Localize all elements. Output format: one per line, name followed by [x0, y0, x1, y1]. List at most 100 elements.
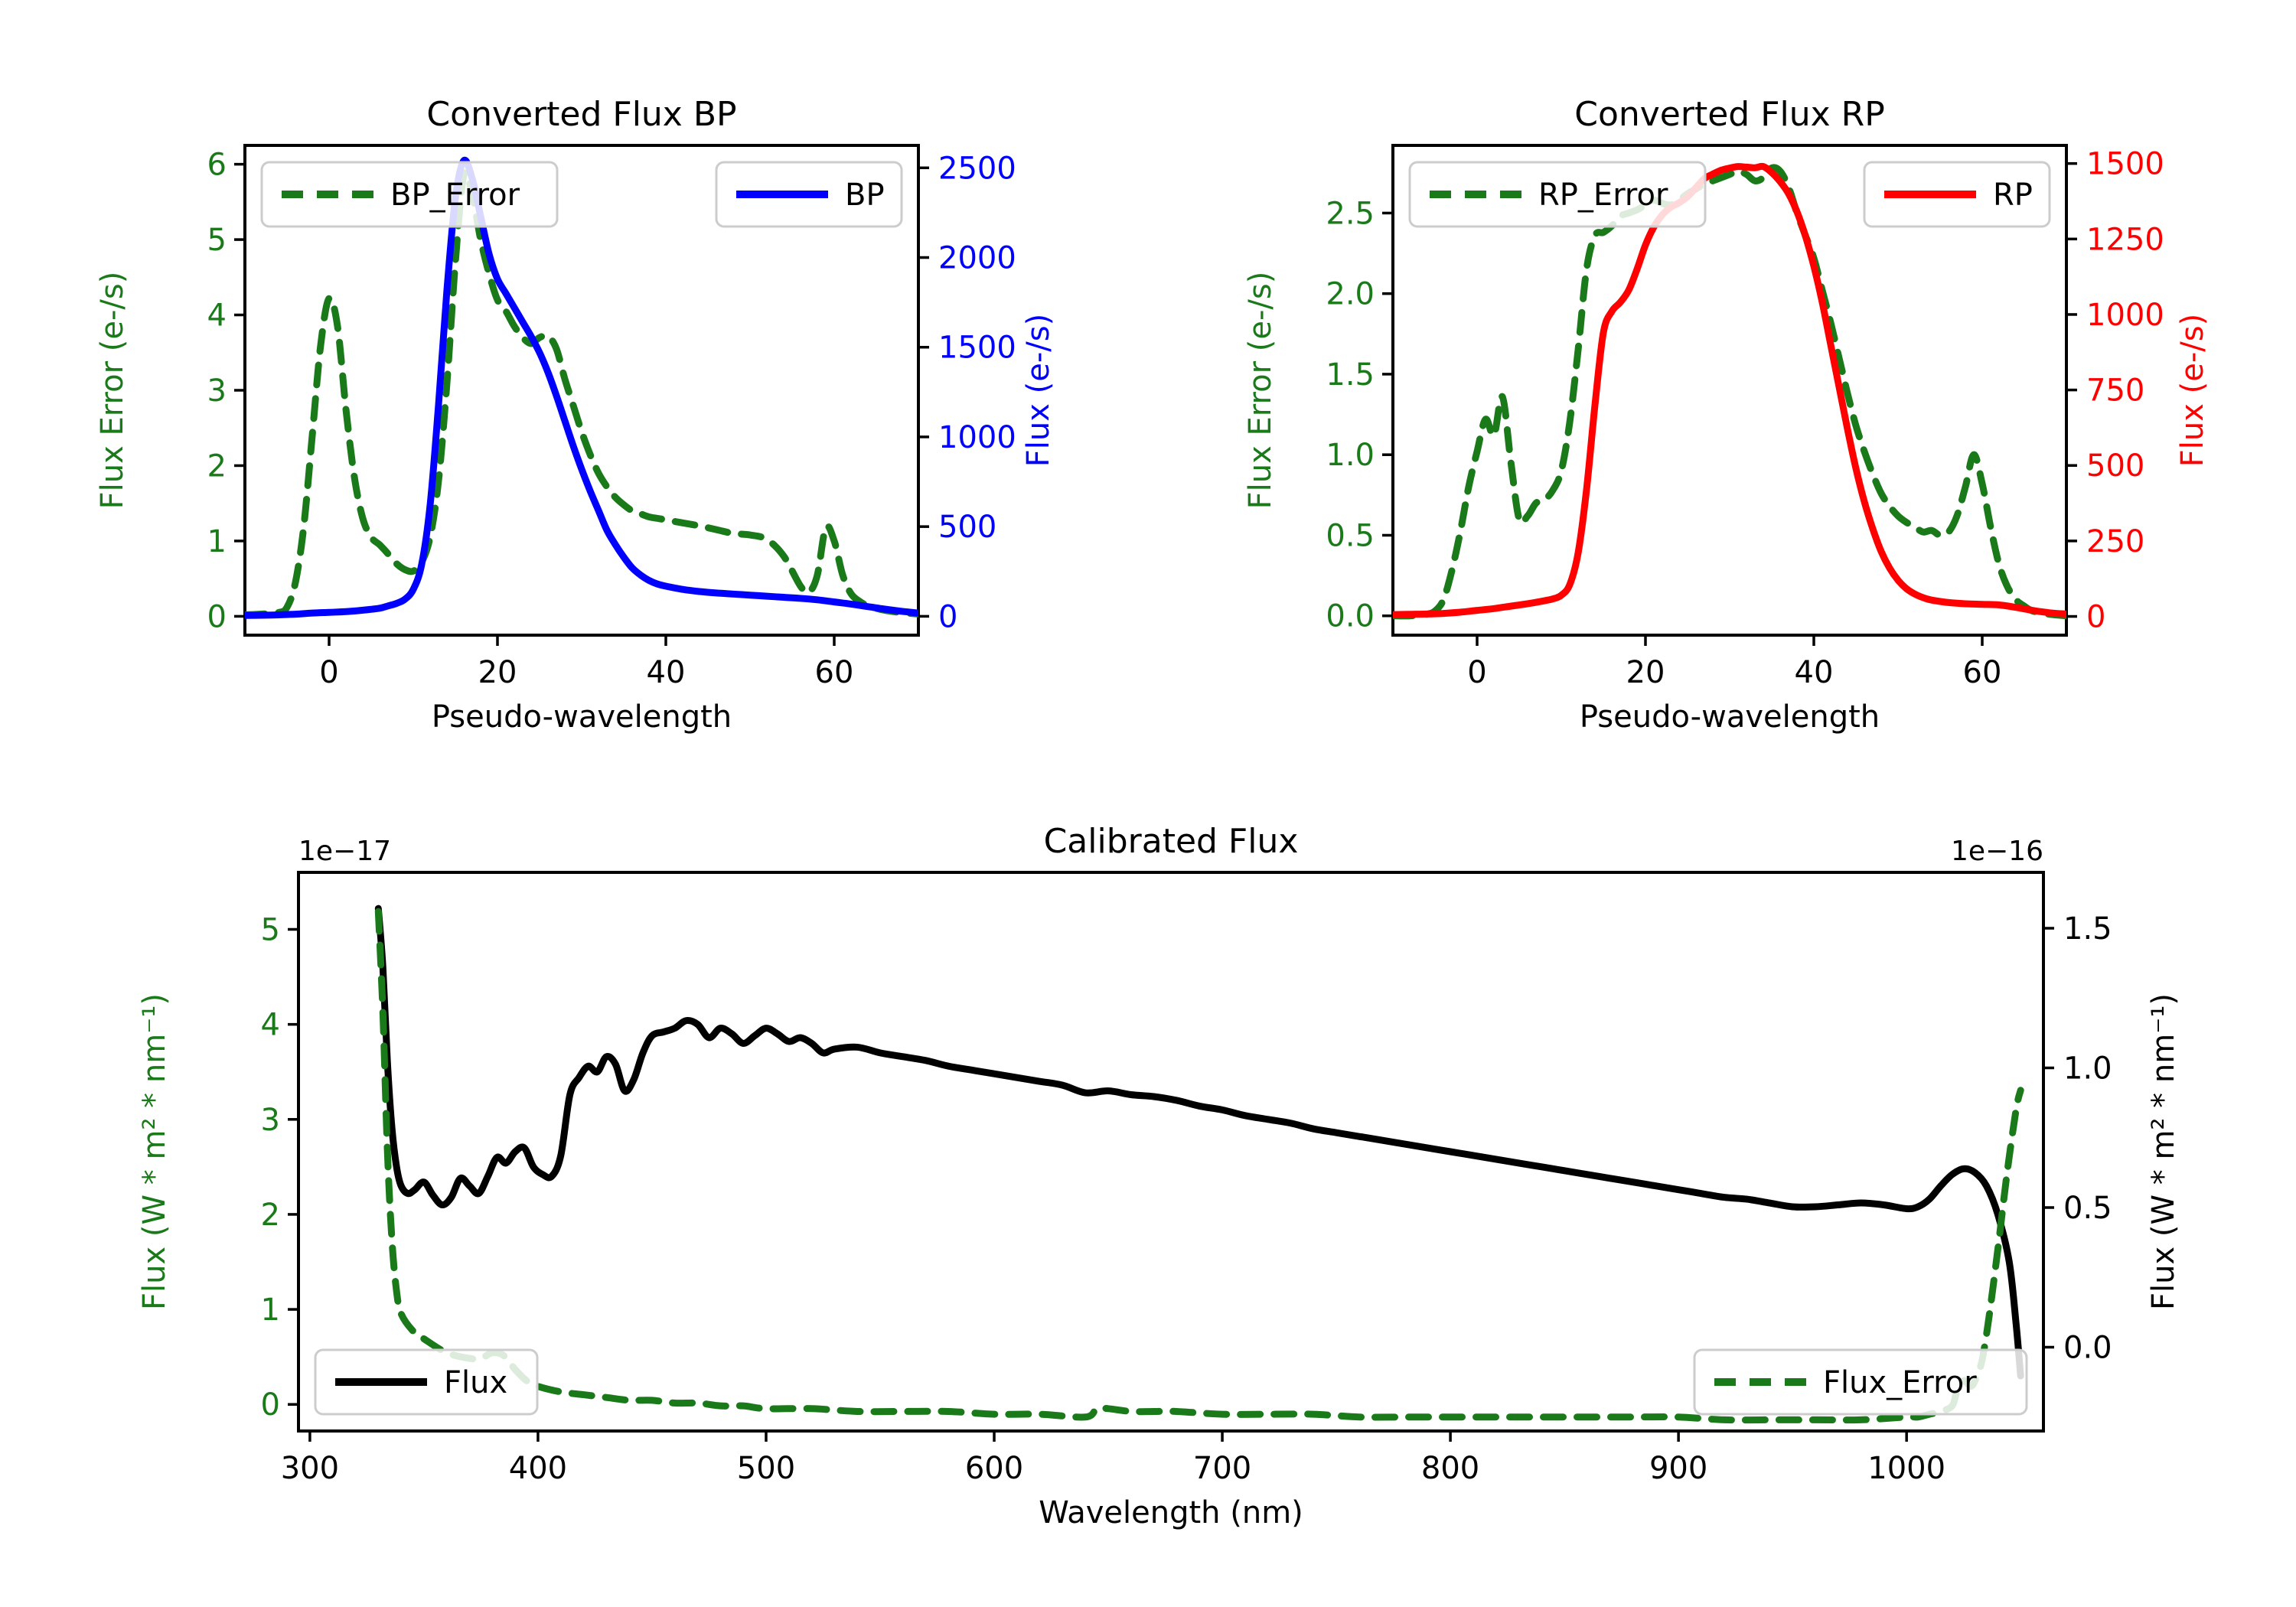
- converted-flux-bp-x-axis: 0 20 40 60 Pseudo-wavelength: [319, 635, 853, 735]
- converted-flux-bp-ytick-label-left: 6: [207, 148, 227, 183]
- calibrated-flux-legend-label: Flux_Error: [1823, 1365, 1977, 1400]
- converted-flux-rp-ytick-label-left: 0.0: [1326, 599, 1375, 634]
- converted-flux-rp-ytick-label-right: 750: [2086, 373, 2144, 409]
- converted-flux-rp-ytick-label-right: 1250: [2086, 222, 2164, 257]
- converted-flux-rp-title: Converted Flux RP: [1574, 95, 1885, 134]
- converted-flux-bp-ylabel-right: Flux (e-/s): [1021, 314, 1056, 467]
- converted-flux-bp-xlabel: Pseudo-wavelength: [432, 699, 732, 735]
- converted-flux-bp-legend-label: BP: [845, 178, 885, 213]
- converted-flux-bp-title: Converted Flux BP: [426, 95, 736, 134]
- converted-flux-bp-y-axis-right: 0 500 1000 1500 2000 2500 Flux (e-/s): [918, 151, 1056, 634]
- converted-flux-rp-y-axis-left: 0.0 0.5 1.0 1.5 2.0 2.5 Flux Error (e-/s): [1243, 196, 1393, 634]
- converted-flux-rp-xtick-label: 0: [1467, 655, 1486, 690]
- converted-flux-rp-ytick-label-right: 500: [2086, 448, 2144, 484]
- calibrated-flux-ytick-label-left: 4: [261, 1008, 280, 1043]
- converted-flux-bp-ytick-label-right: 1500: [938, 331, 1016, 366]
- converted-flux-bp-xtick-label: 0: [319, 655, 338, 690]
- calibrated-flux-series-group: [374, 905, 2024, 1424]
- calibrated-flux-ytick-label-left: 0: [261, 1387, 280, 1423]
- converted-flux-rp-legend-rp[interactable]: RP: [1863, 161, 2051, 228]
- converted-flux-bp-ytick-label-left: 1: [207, 524, 227, 559]
- calibrated-flux-y-axis-right: 0.0 0.5 1.0 1.5 Flux (W * m² * nm⁻¹): [2043, 911, 2181, 1366]
- converted-flux-bp-ytick-label-left: 3: [207, 373, 227, 409]
- calibrated-flux-svg: Calibrated Flux 1e−17 1e−16 300 400 500 600 700…: [137, 822, 2181, 1530]
- converted-flux-rp-x-axis: 0 20 40 60 Pseudo-wavelength: [1467, 635, 2001, 735]
- calibrated-flux-xtick-label: 600: [965, 1451, 1023, 1486]
- converted-flux-rp-ylabel-left: Flux Error (e-/s): [1243, 272, 1278, 510]
- calibrated-flux-legend-flux[interactable]: Flux: [314, 1348, 539, 1416]
- converted-flux-rp-legend-rp_error[interactable]: RP_Error: [1408, 161, 1707, 228]
- converted-flux-bp-ytick-label-right: 500: [938, 510, 996, 545]
- converted-flux-bp-y-axis-left: 0 1 2 3 4 5 6 Flux Error (e-/s): [95, 148, 245, 634]
- converted-flux-rp-ytick-label-left: 1.5: [1326, 357, 1375, 393]
- calibrated-flux-ytick-label-left: 3: [261, 1103, 280, 1138]
- converted-flux-bp-svg: Converted Flux BP0 20 40 60Pseudo-wavelengt…: [95, 95, 1056, 735]
- converted-flux-rp-ytick-label-right: 0: [2086, 600, 2105, 635]
- converted-flux-rp-ylabel-right: Flux (e-/s): [2175, 314, 2210, 467]
- converted-flux-rp-y-axis-right: 0 250 500 750 1000 1250 1500 Flux (e-/s): [2066, 147, 2210, 635]
- converted-flux-rp-ytick-label-left: 2.5: [1326, 196, 1375, 231]
- converted-flux-bp-ylabel-left: Flux Error (e-/s): [95, 272, 130, 510]
- calibrated-flux-ylabel-left: Flux (W * m² * nm⁻¹): [137, 993, 172, 1310]
- calibrated-flux-offset-right: 1e−16: [1951, 836, 2043, 867]
- converted-flux-rp-ytick-label-right: 1000: [2086, 298, 2164, 333]
- converted-flux-bp-ytick-label-left: 2: [207, 448, 227, 484]
- converted-flux-bp-series-group: [245, 156, 918, 619]
- calibrated-flux-xtick-label: 700: [1193, 1451, 1251, 1486]
- converted-flux-rp-ytick-label-right: 250: [2086, 524, 2144, 559]
- calibrated-flux-legend-label: Flux: [444, 1365, 507, 1400]
- calibrated-flux-ytick-label-right: 0.0: [2063, 1331, 2112, 1366]
- converted-flux-rp-curve-rp: [1393, 162, 2066, 618]
- calibrated-flux-ytick-label-left: 1: [261, 1292, 280, 1328]
- calibrated-flux-xtick-label: 300: [281, 1451, 339, 1486]
- calibrated-flux-xtick-label: 800: [1421, 1451, 1479, 1486]
- calibrated-flux-xtick-label: 1000: [1867, 1451, 1945, 1486]
- converted-flux-bp-legend-bp_error[interactable]: BP_Error: [260, 161, 559, 228]
- converted-flux-bp-legend-bp[interactable]: BP: [715, 161, 903, 228]
- converted-flux-bp-ytick-label-right: 1000: [938, 420, 1016, 455]
- calibrated-flux-x-axis: 300 400 500 600 700 800 900 1000 Wavelength (nm): [281, 1431, 1945, 1530]
- panel-converted-flux-bp: Converted Flux BP 0 20 40 60 Pseudo-wavelengt…: [0, 92, 1148, 826]
- converted-flux-bp-curve-bp_error: [245, 168, 918, 618]
- converted-flux-rp-series-group: [1393, 162, 2066, 620]
- converted-flux-rp-ytick-label-left: 1.0: [1326, 438, 1375, 473]
- calibrated-flux-offset-left: 1e−17: [298, 836, 391, 867]
- converted-flux-bp-xtick-label: 40: [647, 655, 686, 690]
- converted-flux-bp-curve-bp: [245, 156, 918, 619]
- converted-flux-rp-xlabel: Pseudo-wavelength: [1580, 699, 1880, 735]
- calibrated-flux-ytick-label-left: 5: [261, 912, 280, 947]
- calibrated-flux-ytick-label-right: 1.5: [2063, 911, 2112, 947]
- converted-flux-rp-ytick-label-left: 2.0: [1326, 277, 1375, 312]
- converted-flux-bp-ytick-label-left: 4: [207, 298, 227, 334]
- calibrated-flux-xtick-label: 500: [737, 1451, 795, 1486]
- calibrated-flux-title: Calibrated Flux: [1044, 822, 1299, 861]
- calibrated-flux-plot-frame: [297, 871, 2045, 1433]
- converted-flux-rp-ytick-label-right: 1500: [2086, 147, 2164, 182]
- converted-flux-bp-xtick-label: 20: [478, 655, 517, 690]
- calibrated-flux-xtick-label: 400: [509, 1451, 567, 1486]
- calibrated-flux-ytick-label-right: 1.0: [2063, 1051, 2112, 1087]
- calibrated-flux-ylabel-right: Flux (W * m² * nm⁻¹): [2146, 993, 2181, 1310]
- converted-flux-rp-legend-label: RP: [1993, 178, 2033, 213]
- panel-converted-flux-rp: Converted Flux RP 0 20 40 60 Pseudo-wavelengt…: [1148, 92, 2296, 826]
- calibrated-flux-legend-flux_error[interactable]: Flux_Error: [1693, 1348, 2028, 1416]
- calibrated-flux-xlabel: Wavelength (nm): [1039, 1495, 1303, 1530]
- converted-flux-rp-curve-rp_error: [1393, 164, 2066, 620]
- converted-flux-bp-legend-label: BP_Error: [390, 178, 520, 213]
- calibrated-flux-xtick-label: 900: [1649, 1451, 1707, 1486]
- calibrated-flux-curve-flux_error: [374, 908, 2024, 1424]
- converted-flux-rp-xtick-label: 40: [1795, 655, 1834, 690]
- converted-flux-bp-xtick-label: 60: [815, 655, 854, 690]
- converted-flux-bp-ytick-label-right: 2000: [938, 241, 1016, 276]
- converted-flux-bp-ytick-label-left: 5: [207, 223, 227, 258]
- calibrated-flux-y-axis-left: 0 1 2 3 4 5 Flux (W * m² * nm⁻¹): [137, 912, 298, 1423]
- converted-flux-bp-ytick-label-right: 0: [938, 599, 957, 634]
- converted-flux-rp-svg: Converted Flux RP 0 20 40 60 Pseudo-wavelengt…: [1243, 95, 2210, 735]
- converted-flux-rp-legend-label: RP_Error: [1538, 178, 1668, 213]
- calibrated-flux-ytick-label-left: 2: [261, 1198, 280, 1233]
- calibrated-flux-curve-flux: [374, 905, 2024, 1380]
- converted-flux-rp-ytick-label-left: 0.5: [1326, 518, 1375, 553]
- converted-flux-rp-xtick-label: 20: [1626, 655, 1665, 690]
- converted-flux-rp-xtick-label: 60: [1963, 655, 2002, 690]
